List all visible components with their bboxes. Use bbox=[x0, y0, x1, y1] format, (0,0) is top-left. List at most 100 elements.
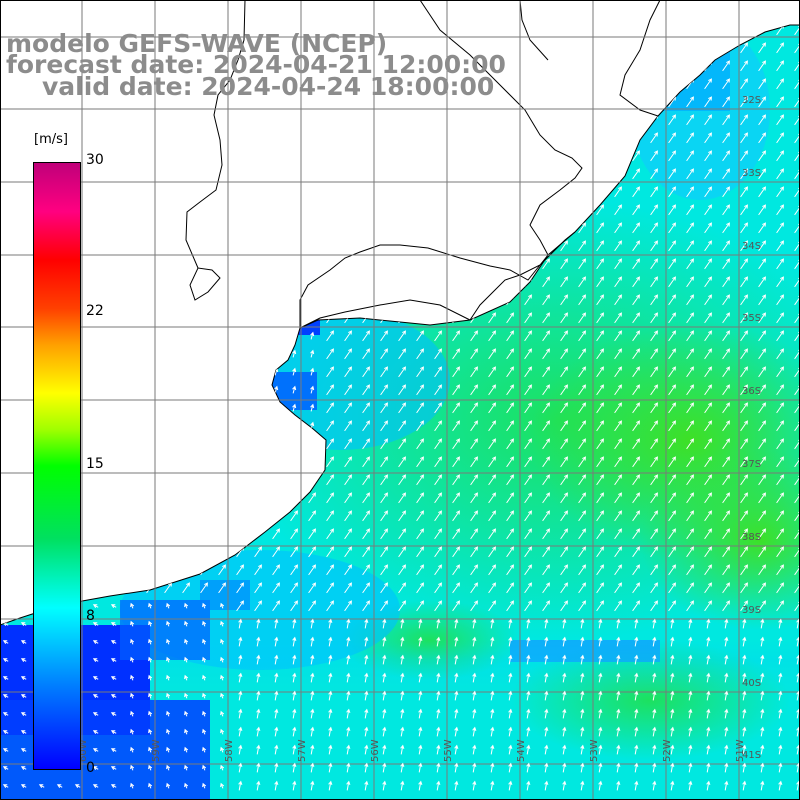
wind-arrow bbox=[596, 600, 604, 612]
wind-arrow bbox=[344, 132, 352, 144]
wind-arrow bbox=[722, 294, 730, 306]
wind-arrow bbox=[688, 726, 693, 737]
wind-arrow bbox=[416, 420, 424, 432]
wind-arrow bbox=[416, 240, 424, 252]
wind-arrow bbox=[148, 367, 153, 376]
wind-arrow bbox=[452, 150, 460, 162]
wind-arrow bbox=[218, 204, 226, 216]
wind-arrow bbox=[416, 492, 424, 504]
wind-arrow bbox=[614, 384, 622, 396]
wind-arrow bbox=[560, 330, 568, 342]
wind-arrow bbox=[434, 438, 442, 450]
wind-arrow bbox=[722, 582, 730, 594]
wind-arrow bbox=[436, 636, 441, 647]
wind-arrow bbox=[598, 744, 603, 755]
wind-arrow bbox=[580, 672, 585, 683]
wind-arrow bbox=[596, 42, 604, 54]
latitude-label: 32S bbox=[742, 95, 761, 106]
wind-arrow bbox=[776, 402, 784, 414]
wind-arrow bbox=[164, 492, 172, 504]
wind-arrow bbox=[596, 204, 604, 216]
wind-arrow bbox=[704, 564, 712, 576]
wind-arrow bbox=[290, 510, 298, 522]
wind-arrow bbox=[650, 420, 658, 432]
wind-arrow bbox=[668, 276, 676, 288]
wind-arrow bbox=[454, 672, 459, 683]
wind-arrow bbox=[452, 474, 460, 486]
wind-arrow bbox=[398, 258, 406, 270]
wind-arrow bbox=[2, 766, 9, 770]
wind-arrow bbox=[182, 438, 190, 450]
wind-arrow bbox=[148, 728, 153, 735]
wind-arrow bbox=[256, 708, 261, 719]
wind-arrow bbox=[740, 330, 748, 342]
latitude-label: 38S bbox=[742, 532, 761, 543]
wind-arrow bbox=[596, 384, 604, 396]
wind-arrow bbox=[776, 564, 784, 576]
wind-arrow bbox=[164, 150, 172, 162]
wind-arrow bbox=[652, 672, 657, 683]
wind-arrow bbox=[200, 150, 208, 162]
wind-arrow bbox=[470, 330, 478, 342]
wind-arrow bbox=[722, 114, 730, 126]
wind-arrow bbox=[506, 222, 514, 234]
wind-arrow bbox=[686, 168, 694, 180]
wind-arrow bbox=[128, 258, 136, 270]
wind-arrow bbox=[704, 600, 712, 612]
wind-arrow bbox=[4, 277, 9, 286]
wind-arrow bbox=[20, 474, 28, 486]
wind-arrow bbox=[668, 132, 676, 144]
wind-arrow bbox=[704, 384, 712, 396]
wind-arrow bbox=[236, 456, 244, 468]
wind-arrow bbox=[382, 780, 387, 791]
wind-arrow bbox=[544, 780, 549, 791]
wind-arrow bbox=[254, 132, 262, 144]
wind-arrow bbox=[308, 600, 316, 612]
wind-arrow bbox=[22, 367, 27, 376]
wind-arrow bbox=[184, 746, 189, 753]
wind-arrow bbox=[238, 672, 243, 683]
wind-arrow bbox=[724, 690, 729, 701]
wind-arrow bbox=[470, 25, 478, 36]
wind-arrow bbox=[20, 258, 28, 270]
wind-arrow bbox=[310, 618, 315, 629]
wind-arrow bbox=[434, 366, 442, 378]
wind-arrow bbox=[740, 78, 748, 90]
wind-arrow bbox=[668, 582, 676, 594]
wind-arrow bbox=[524, 348, 532, 360]
wind-arrow bbox=[20, 204, 28, 216]
longitude-labels: 60W 59W 58W 57W 56W 55W 54W 53W 52W 51W bbox=[78, 739, 746, 762]
wind-arrow bbox=[110, 186, 118, 198]
wind-arrow bbox=[434, 510, 442, 522]
wind-arrow bbox=[326, 384, 334, 396]
wind-arrow bbox=[542, 114, 550, 126]
wind-arrow bbox=[200, 582, 208, 594]
wind-arrow bbox=[346, 744, 351, 755]
wind-arrow bbox=[596, 546, 604, 558]
wind-arrow bbox=[236, 510, 244, 522]
wind-arrow bbox=[704, 25, 712, 36]
wind-arrow bbox=[326, 276, 334, 288]
longitude-label: 51W bbox=[735, 739, 746, 762]
wind-arrow bbox=[94, 331, 99, 340]
wind-arrow bbox=[20, 546, 28, 558]
wind-arrow bbox=[220, 638, 225, 645]
wind-arrow bbox=[164, 168, 172, 180]
wind-arrow bbox=[110, 694, 117, 698]
wind-arrow bbox=[254, 240, 262, 252]
wind-arrow bbox=[364, 762, 369, 773]
wind-arrow bbox=[272, 114, 280, 126]
wind-arrow bbox=[488, 204, 496, 216]
wind-arrow bbox=[524, 474, 532, 486]
wind-arrow bbox=[526, 672, 531, 683]
wind-arrow bbox=[130, 403, 135, 412]
longitude-label: 54W bbox=[516, 739, 527, 762]
wind-arrow bbox=[310, 762, 315, 773]
wind-arrow bbox=[578, 204, 586, 216]
wind-arrow bbox=[526, 744, 531, 755]
wind-arrow bbox=[94, 367, 99, 376]
wind-arrow bbox=[310, 744, 315, 755]
wind-arrow bbox=[488, 402, 496, 414]
wind-arrow bbox=[560, 474, 568, 486]
wind-arrow bbox=[688, 690, 693, 701]
